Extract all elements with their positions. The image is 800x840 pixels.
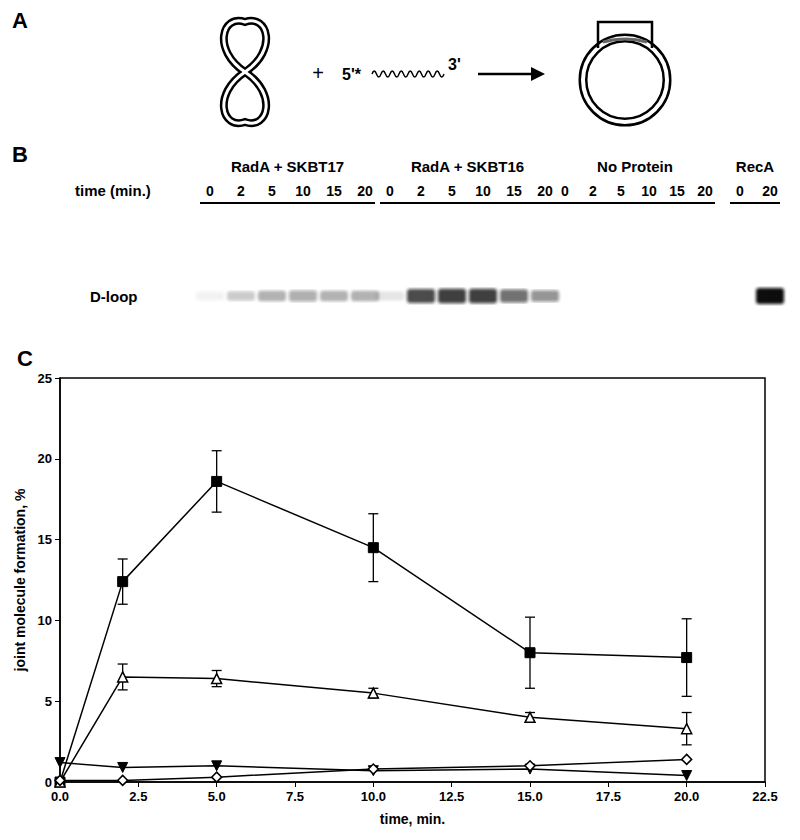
svg-text:20.0: 20.0 (674, 789, 699, 804)
svg-text:10.0: 10.0 (361, 789, 386, 804)
svg-text:20: 20 (357, 183, 373, 199)
svg-text:0.0: 0.0 (51, 789, 69, 804)
svg-text:15.0: 15.0 (517, 789, 542, 804)
svg-text:0: 0 (561, 183, 569, 199)
svg-text:RadA + SKBT16: RadA + SKBT16 (411, 158, 524, 175)
svg-text:25: 25 (38, 371, 52, 386)
svg-text:20: 20 (762, 183, 778, 199)
svg-text:time (min.): time (min.) (75, 182, 151, 199)
svg-text:5: 5 (268, 183, 276, 199)
svg-text:time, min.: time, min. (380, 811, 445, 827)
svg-text:2.5: 2.5 (129, 789, 147, 804)
svg-text:0: 0 (45, 775, 52, 790)
svg-text:RecA: RecA (736, 158, 775, 175)
svg-text:0: 0 (386, 183, 394, 199)
svg-text:2: 2 (237, 183, 245, 199)
svg-text:joint molecule formation, %: joint molecule formation, % (12, 488, 28, 672)
svg-text:15: 15 (38, 532, 52, 547)
svg-text:10: 10 (475, 183, 491, 199)
svg-text:20: 20 (697, 183, 713, 199)
svg-text:A: A (12, 8, 28, 33)
svg-text:20: 20 (38, 451, 52, 466)
svg-text:17.5: 17.5 (596, 789, 621, 804)
svg-text:20: 20 (537, 183, 553, 199)
svg-text:5: 5 (448, 183, 456, 199)
svg-text:0: 0 (736, 183, 744, 199)
svg-text:+: + (312, 62, 324, 84)
svg-text:15: 15 (669, 183, 685, 199)
svg-text:0: 0 (206, 183, 214, 199)
svg-text:15: 15 (506, 183, 522, 199)
svg-text:5'*: 5'* (342, 66, 362, 83)
svg-text:10: 10 (641, 183, 657, 199)
svg-text:5: 5 (45, 694, 52, 709)
svg-text:C: C (17, 346, 33, 371)
svg-text:12.5: 12.5 (439, 789, 464, 804)
svg-text:10: 10 (38, 613, 52, 628)
svg-text:3': 3' (448, 56, 461, 73)
svg-text:15: 15 (326, 183, 342, 199)
svg-text:10: 10 (295, 183, 311, 199)
svg-text:No Protein: No Protein (597, 158, 673, 175)
svg-text:B: B (12, 142, 28, 167)
svg-text:2: 2 (417, 183, 425, 199)
svg-text:5: 5 (617, 183, 625, 199)
svg-text:22.5: 22.5 (752, 789, 777, 804)
svg-text:RadA + SKBT17: RadA + SKBT17 (231, 158, 344, 175)
svg-text:7.5: 7.5 (286, 789, 304, 804)
svg-text:D-loop: D-loop (90, 288, 137, 305)
svg-text:2: 2 (589, 183, 597, 199)
svg-text:5.0: 5.0 (208, 789, 226, 804)
